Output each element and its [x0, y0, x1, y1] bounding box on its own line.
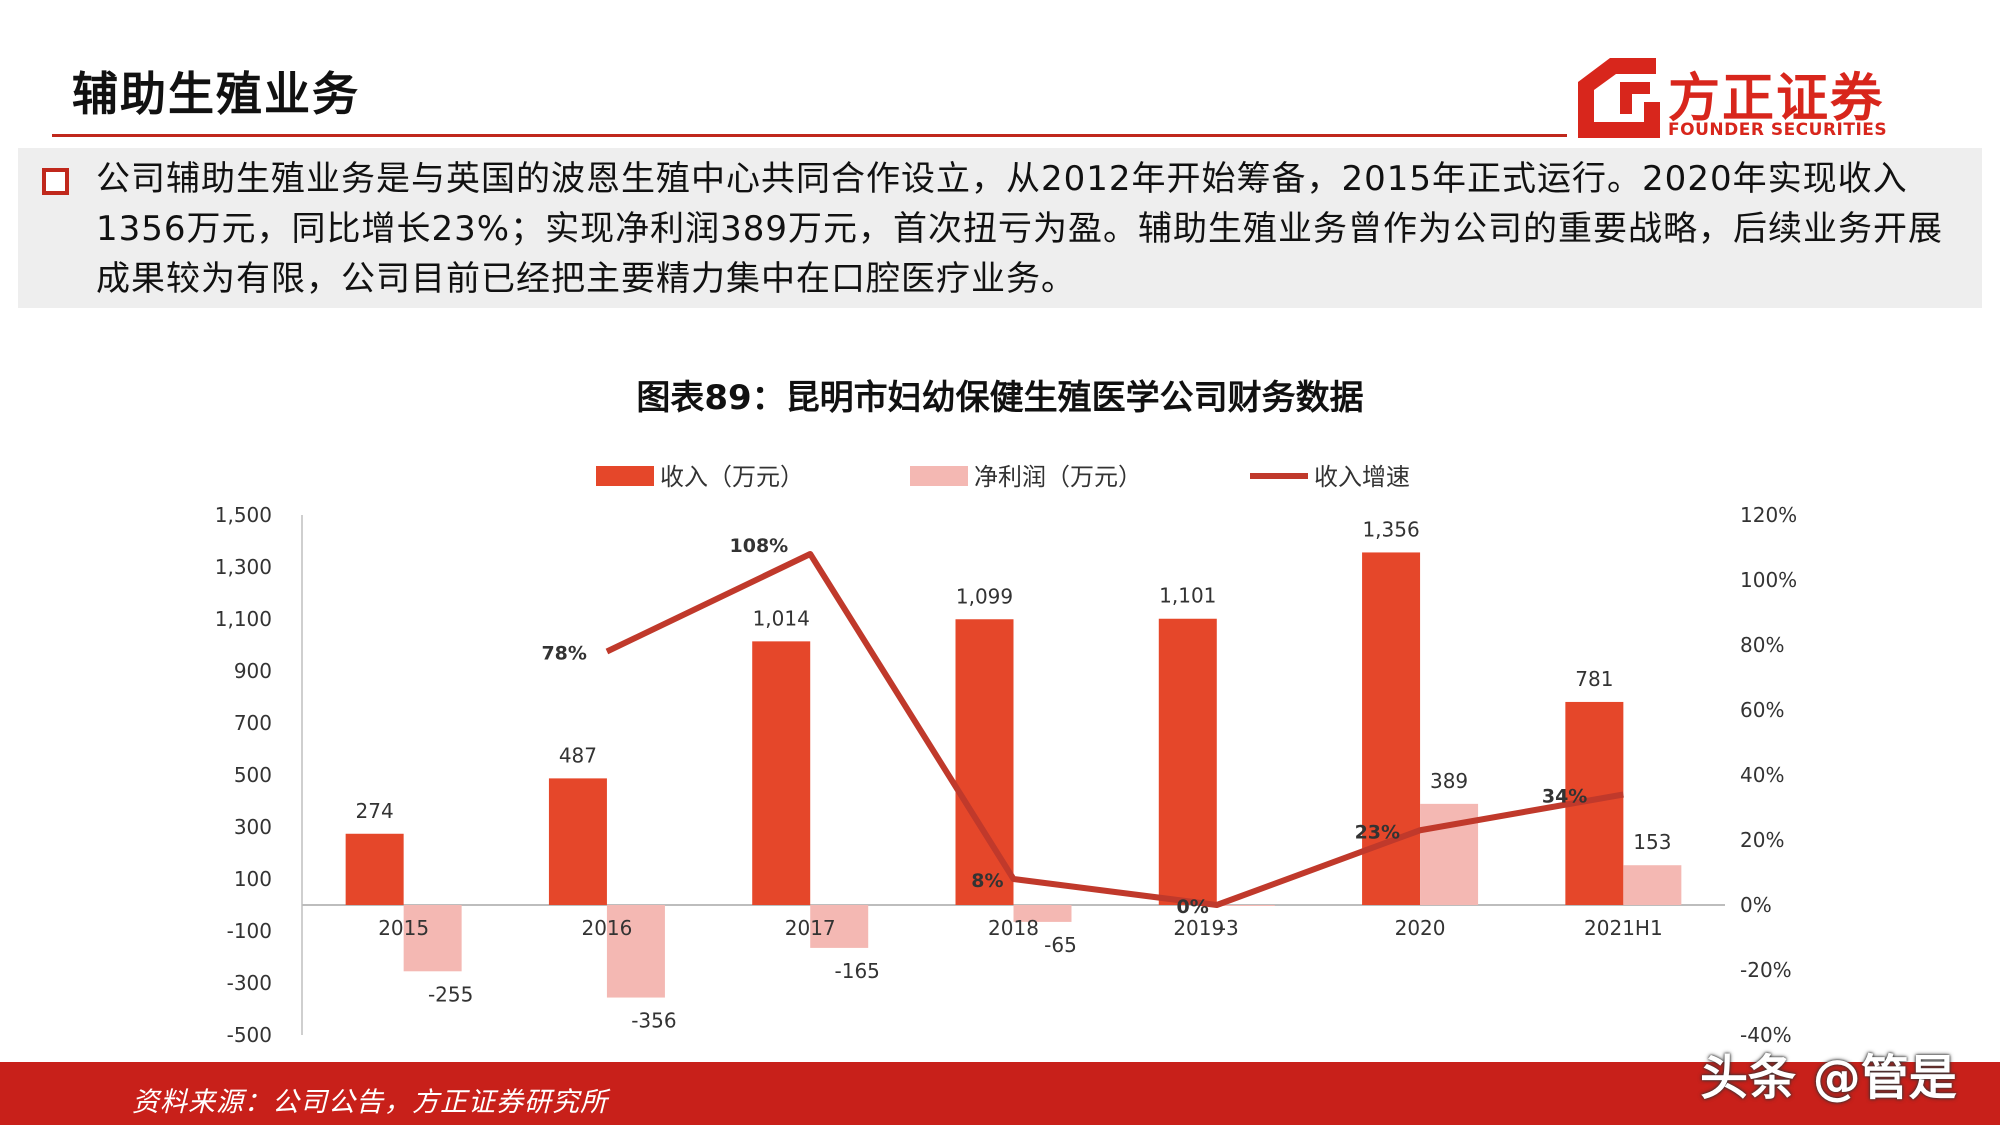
finance-chart: 1,500 1,300 1,100 900 700 500 300 100 -100 -300 -5…	[215, 463, 1797, 1047]
category-axis-label: 2016	[581, 916, 632, 940]
revenue-data-label: 1,101	[1159, 584, 1216, 608]
legend-label-net-profit: 净利润（万元）	[974, 463, 1142, 491]
legend-label-growth: 收入增速	[1314, 463, 1410, 491]
net-profit-bar	[1623, 865, 1682, 905]
left-axis-tick-label: -100	[227, 919, 272, 943]
square-bullet-icon	[42, 168, 69, 195]
category-axis-label: 2015	[378, 916, 429, 940]
growth-data-label: 0%	[1177, 896, 1209, 918]
left-axis-tick-label: 100	[234, 867, 272, 891]
founder-logo-icon	[1578, 58, 1660, 138]
left-axis-tick-label: 300	[234, 815, 272, 839]
legend-label-revenue: 收入（万元）	[660, 463, 804, 491]
revenue-data-label: 1,099	[956, 584, 1013, 608]
footer-bar	[0, 1062, 2000, 1125]
growth-data-label: 23%	[1355, 821, 1400, 843]
left-axis-tick-label: 1,500	[215, 503, 272, 527]
left-axis-tick-label: 500	[234, 763, 272, 787]
revenue-bar	[752, 641, 811, 905]
net-profit-data-label: -356	[631, 1009, 676, 1033]
net-profit-bar	[403, 905, 462, 972]
logo-subtitle: FOUNDER SECURITIES	[1668, 120, 1888, 140]
title-divider	[52, 134, 1567, 137]
net-profit-bar	[1013, 905, 1072, 922]
net-profit-data-label: 389	[1430, 769, 1468, 793]
revenue-bar	[548, 778, 607, 905]
revenue-bar	[345, 833, 404, 905]
net-profit-data-label: -3	[1219, 916, 1239, 940]
growth-data-label: 78%	[541, 643, 586, 665]
net-profit-bar	[606, 905, 665, 998]
legend-swatch-revenue	[596, 466, 654, 486]
revenue-data-label: 1,014	[753, 606, 810, 630]
revenue-data-label: 781	[1575, 667, 1613, 691]
category-axis-label: 2018	[988, 916, 1039, 940]
left-axis-tick-label: 700	[234, 711, 272, 735]
left-axis-tick-label: 900	[234, 659, 272, 683]
right-axis-tick-label: 0%	[1740, 893, 1772, 917]
category-axis-label: 2017	[785, 916, 836, 940]
chart-title: 图表89：昆明市妇幼保健生殖医学公司财务数据	[636, 378, 1364, 418]
revenue-bar	[1362, 552, 1421, 905]
right-axis-tick-label: 20%	[1740, 828, 1784, 852]
page-title: 辅助生殖业务	[72, 67, 360, 121]
revenue-data-label: 487	[559, 743, 597, 767]
right-axis-tick-label: 80%	[1740, 633, 1784, 657]
summary-text: 公司辅助生殖业务是与英国的波恩生殖中心共同合作设立，从2012年开始筹备，201…	[96, 159, 1943, 299]
category-axis-label: 2020	[1395, 916, 1446, 940]
revenue-data-label: 274	[356, 799, 394, 823]
growth-data-label: 108%	[730, 535, 789, 557]
net-profit-data-label: -65	[1044, 933, 1077, 957]
category-axis-label: 2021H1	[1584, 916, 1663, 940]
summary-box	[18, 148, 1982, 308]
right-axis-tick-label: 60%	[1740, 698, 1784, 722]
source-note: 资料来源：公司公告，方正证券研究所	[132, 1087, 608, 1118]
revenue-bar	[1158, 618, 1217, 905]
revenue-data-label: 1,356	[1362, 517, 1419, 541]
revenue-bar	[955, 619, 1014, 905]
right-axis-tick-label: -40%	[1740, 1023, 1792, 1047]
growth-rate-line	[605, 551, 1624, 908]
left-axis-tick-label: 1,300	[215, 555, 272, 579]
legend-swatch-net-profit	[910, 466, 968, 486]
left-axis-tick-label: -500	[227, 1023, 272, 1047]
right-axis-tick-label: 120%	[1740, 503, 1797, 527]
logo-wordmark: 方正证券	[1668, 69, 1885, 129]
growth-data-label: 8%	[971, 870, 1003, 892]
net-profit-data-label: -255	[428, 982, 473, 1006]
right-axis-tick-label: 100%	[1740, 568, 1797, 592]
watermark: 头条 @管是	[1700, 1050, 1957, 1106]
net-profit-bar	[810, 905, 869, 948]
net-profit-bar	[1216, 905, 1275, 906]
right-axis-tick-label: 40%	[1740, 763, 1784, 787]
category-axis-label: 2019	[1173, 916, 1224, 940]
right-axis-tick-label: -20%	[1740, 958, 1792, 982]
net-profit-data-label: -165	[835, 959, 880, 983]
left-axis-tick-label: 1,100	[215, 607, 272, 631]
left-axis-tick-label: -300	[227, 971, 272, 995]
net-profit-data-label: 153	[1633, 830, 1671, 854]
growth-data-label: 34%	[1542, 786, 1587, 808]
